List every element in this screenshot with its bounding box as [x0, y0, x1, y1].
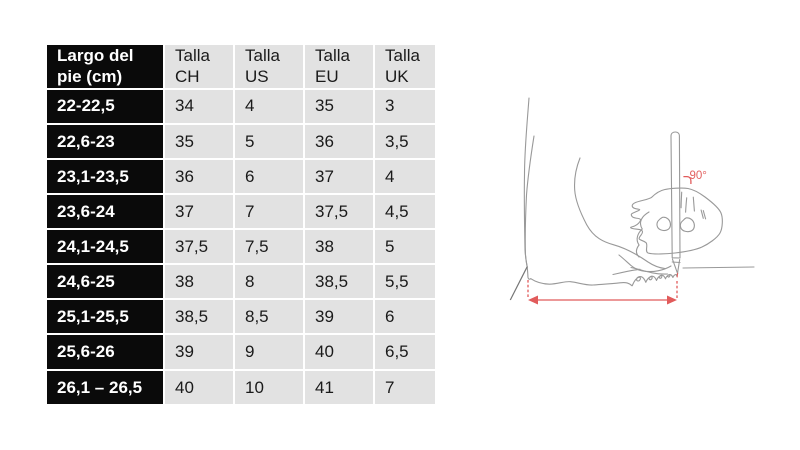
- svg-text:90°: 90°: [690, 170, 707, 182]
